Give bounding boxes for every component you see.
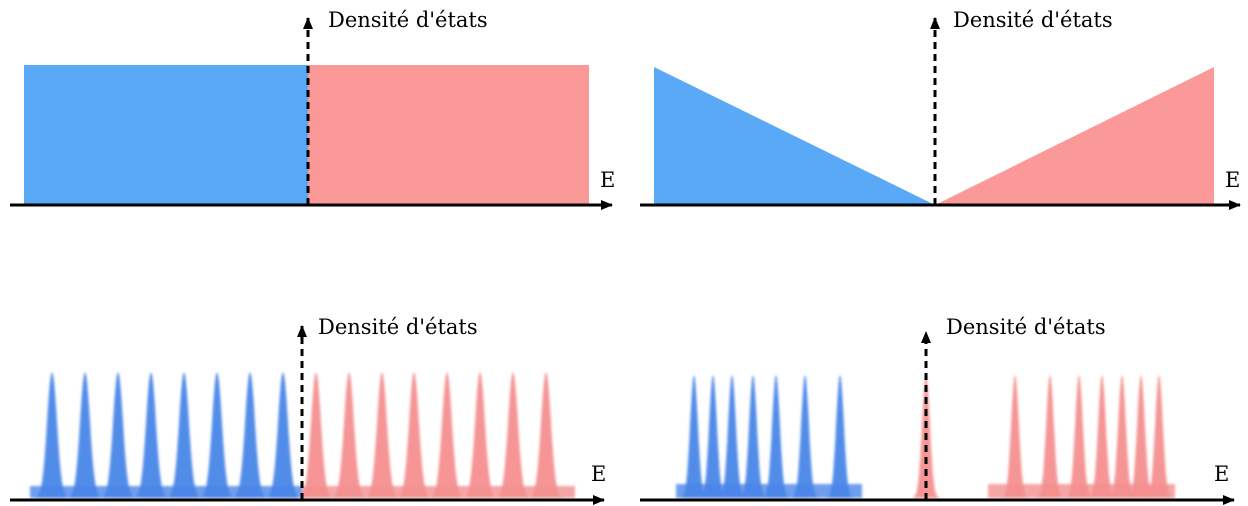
- dos-peak: [1106, 375, 1138, 498]
- dos-axis-label: Densité d'états: [328, 8, 488, 32]
- dos-peak: [131, 372, 171, 498]
- energy-axis-label: E: [1225, 168, 1240, 192]
- dos-peak: [329, 372, 369, 498]
- dos-peak: [362, 372, 402, 498]
- negative-energy-region: [24, 65, 308, 205]
- peaks-group: [30, 372, 575, 498]
- dos-peak: [427, 372, 467, 498]
- negative-energy-region: [654, 67, 935, 205]
- dos-peak: [1086, 375, 1118, 498]
- dos-peak: [1034, 375, 1066, 498]
- dos-peak: [1063, 375, 1095, 498]
- positive-energy-region: [308, 65, 589, 205]
- dos-peak: [678, 375, 710, 498]
- dos-peak: [230, 372, 270, 498]
- panel-linear-dos: Densité d'états E: [640, 8, 1241, 210]
- dos-peak: [32, 372, 72, 498]
- dos-peak: [394, 372, 434, 498]
- dos-peak: [999, 375, 1031, 498]
- energy-axis-label: E: [1214, 462, 1229, 486]
- dos-peak: [197, 372, 237, 498]
- dos-peak: [460, 372, 500, 498]
- dos-peak: [1125, 375, 1157, 498]
- dos-peak: [493, 372, 533, 498]
- dos-peak: [760, 375, 792, 498]
- dos-peak: [526, 372, 566, 498]
- energy-axis-label: E: [600, 168, 615, 192]
- panel-landau-peaks: Densité d'états E: [640, 315, 1235, 505]
- positive-energy-region: [935, 67, 1214, 205]
- dos-peak: [65, 372, 105, 498]
- dos-peak: [1143, 375, 1175, 498]
- dos-peak: [697, 375, 729, 498]
- dos-peak: [164, 372, 204, 498]
- dos-peak: [737, 375, 769, 498]
- dos-peak: [98, 372, 138, 498]
- dos-peak: [263, 372, 303, 498]
- dos-axis-label: Densité d'états: [946, 315, 1106, 339]
- panel-constant-dos: Densité d'états E: [10, 8, 615, 210]
- energy-axis-label: E: [591, 462, 606, 486]
- dos-peak: [296, 372, 336, 498]
- dos-peak: [716, 375, 748, 498]
- dos-peak: [824, 375, 856, 498]
- peaks-group: [676, 375, 1175, 498]
- dos-peak: [789, 375, 821, 498]
- dos-axis-label: Densité d'états: [953, 8, 1113, 32]
- dos-axis-label: Densité d'états: [318, 315, 478, 339]
- panel-equally-spaced-peaks: Densité d'états E: [10, 315, 606, 505]
